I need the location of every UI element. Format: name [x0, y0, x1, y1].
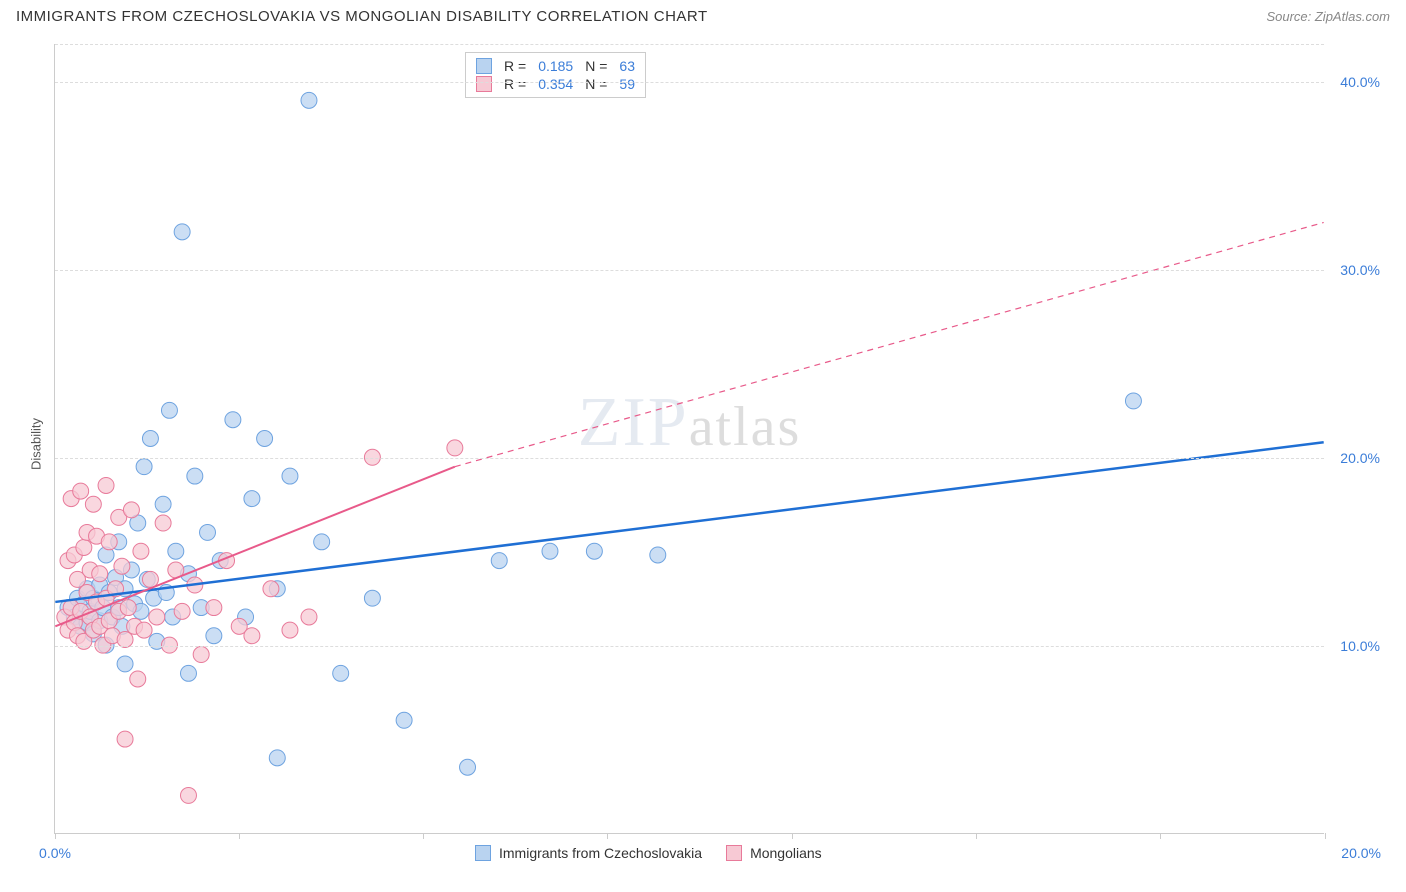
- r-value-1: 0.185: [538, 58, 573, 74]
- data-point: [92, 566, 108, 582]
- data-point: [133, 543, 149, 559]
- swatch-series-2-icon: [726, 845, 742, 861]
- data-point: [225, 412, 241, 428]
- data-point: [193, 647, 209, 663]
- data-point: [364, 590, 380, 606]
- data-point: [180, 787, 196, 803]
- data-point: [269, 750, 285, 766]
- ytick-label: 40.0%: [1340, 74, 1380, 90]
- data-point: [333, 665, 349, 681]
- data-point: [114, 558, 130, 574]
- data-point: [447, 440, 463, 456]
- xtick-label: 20.0%: [1341, 845, 1381, 861]
- legend-item-1: Immigrants from Czechoslovakia: [475, 845, 702, 861]
- xtick: [976, 833, 977, 839]
- data-point: [586, 543, 602, 559]
- xtick: [607, 833, 608, 839]
- data-point: [123, 502, 139, 518]
- gridline: [55, 270, 1324, 271]
- n-label: N =: [585, 76, 607, 92]
- data-point: [174, 603, 190, 619]
- swatch-series-1-icon: [475, 845, 491, 861]
- plot-area: ZIPatlas R = 0.185 N = 63 R = 0.354 N = …: [54, 44, 1324, 834]
- data-point: [117, 731, 133, 747]
- swatch-series-1: [476, 58, 492, 74]
- data-point: [282, 622, 298, 638]
- data-point: [244, 628, 260, 644]
- data-point: [117, 656, 133, 672]
- data-point: [460, 759, 476, 775]
- xtick: [423, 833, 424, 839]
- data-point: [76, 539, 92, 555]
- data-point: [98, 477, 114, 493]
- n-label: N =: [585, 58, 607, 74]
- ytick-label: 20.0%: [1340, 450, 1380, 466]
- chart-title: IMMIGRANTS FROM CZECHOSLOVAKIA VS MONGOL…: [16, 8, 708, 25]
- legend-stats: R = 0.185 N = 63 R = 0.354 N = 59: [465, 52, 646, 98]
- chart-svg: [55, 44, 1324, 833]
- data-point: [206, 600, 222, 616]
- ytick-label: 30.0%: [1340, 262, 1380, 278]
- r-value-2: 0.354: [538, 76, 573, 92]
- gridline: [55, 458, 1324, 459]
- data-point: [282, 468, 298, 484]
- data-point: [142, 571, 158, 587]
- r-label: R =: [504, 58, 526, 74]
- gridline: [55, 646, 1324, 647]
- r-label: R =: [504, 76, 526, 92]
- legend-stats-row-2: R = 0.354 N = 59: [476, 75, 635, 93]
- data-point: [1125, 393, 1141, 409]
- data-point: [263, 581, 279, 597]
- data-point: [187, 468, 203, 484]
- data-point: [73, 483, 89, 499]
- data-point: [396, 712, 412, 728]
- data-point: [136, 622, 152, 638]
- data-point: [142, 431, 158, 447]
- data-point: [650, 547, 666, 563]
- legend-item-2: Mongolians: [726, 845, 822, 861]
- data-point: [257, 431, 273, 447]
- n-value-1: 63: [619, 58, 635, 74]
- xtick: [1325, 833, 1326, 839]
- scatter-chart: Disability ZIPatlas R = 0.185 N = 63 R =…: [46, 44, 1386, 844]
- data-point: [130, 671, 146, 687]
- data-point: [149, 609, 165, 625]
- data-point: [314, 534, 330, 550]
- data-point: [101, 534, 117, 550]
- data-point: [301, 609, 317, 625]
- legend-series: Immigrants from Czechoslovakia Mongolian…: [475, 845, 822, 861]
- data-point: [542, 543, 558, 559]
- data-point: [180, 665, 196, 681]
- data-point: [85, 496, 101, 512]
- data-point: [155, 515, 171, 531]
- data-point: [168, 543, 184, 559]
- xtick: [792, 833, 793, 839]
- n-value-2: 59: [619, 76, 635, 92]
- data-point: [155, 496, 171, 512]
- xtick: [1160, 833, 1161, 839]
- data-point: [136, 459, 152, 475]
- data-point: [174, 224, 190, 240]
- legend-label-2: Mongolians: [750, 845, 822, 861]
- data-point: [200, 524, 216, 540]
- xtick: [55, 833, 56, 839]
- trendline-extrapolated: [455, 222, 1324, 466]
- data-point: [491, 553, 507, 569]
- data-point: [161, 402, 177, 418]
- legend-label-1: Immigrants from Czechoslovakia: [499, 845, 702, 861]
- gridline: [55, 44, 1324, 45]
- source-attribution: Source: ZipAtlas.com: [1266, 9, 1390, 24]
- gridline: [55, 82, 1324, 83]
- data-point: [206, 628, 222, 644]
- legend-stats-row-1: R = 0.185 N = 63: [476, 57, 635, 75]
- trendline: [55, 442, 1323, 602]
- xtick-label: 0.0%: [39, 845, 71, 861]
- ytick-label: 10.0%: [1340, 638, 1380, 654]
- data-point: [244, 491, 260, 507]
- swatch-series-2: [476, 76, 492, 92]
- xtick: [239, 833, 240, 839]
- data-point: [120, 600, 136, 616]
- y-axis-label: Disability: [29, 418, 44, 470]
- data-point: [301, 92, 317, 108]
